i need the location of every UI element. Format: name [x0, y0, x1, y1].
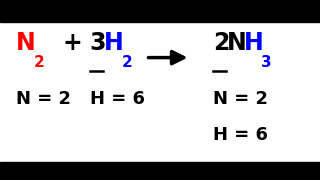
Text: 2: 2 — [34, 55, 44, 70]
Text: H = 6: H = 6 — [213, 126, 268, 144]
Text: 2: 2 — [213, 31, 229, 55]
Text: H: H — [104, 31, 124, 55]
Text: 3: 3 — [261, 55, 272, 70]
Text: N = 2: N = 2 — [213, 90, 268, 108]
Text: 3: 3 — [90, 31, 106, 55]
Bar — [0, 162, 320, 180]
Text: +: + — [62, 31, 82, 55]
Bar — [0, 0, 320, 22]
Text: H = 6: H = 6 — [90, 90, 145, 108]
Text: N: N — [227, 31, 247, 55]
Text: N = 2: N = 2 — [16, 90, 71, 108]
Text: 2: 2 — [122, 55, 132, 70]
Text: N: N — [16, 31, 36, 55]
Text: H: H — [244, 31, 264, 55]
